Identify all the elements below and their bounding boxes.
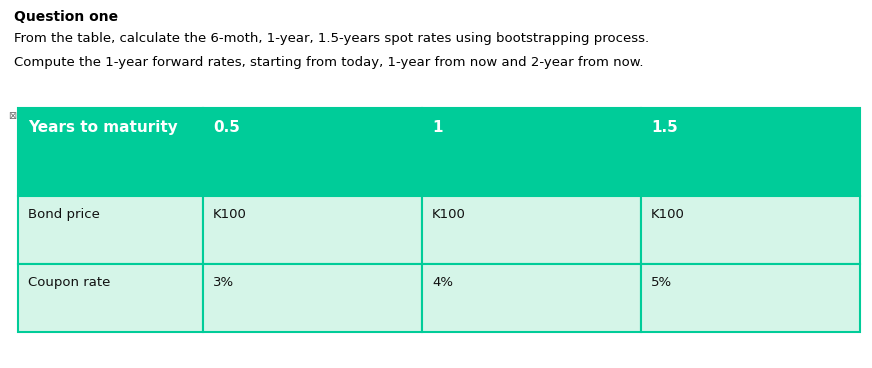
Bar bbox=[18, 196, 203, 264]
Text: Compute the 1-year forward rates, starting from today, 1-year from now and 2-yea: Compute the 1-year forward rates, starti… bbox=[14, 56, 644, 69]
Text: 0.5: 0.5 bbox=[214, 120, 240, 135]
Text: 1.5: 1.5 bbox=[651, 120, 678, 135]
Text: Question one: Question one bbox=[14, 10, 118, 24]
Text: 5%: 5% bbox=[651, 276, 672, 289]
Bar bbox=[422, 264, 641, 332]
Text: Bond price: Bond price bbox=[28, 208, 100, 221]
Bar bbox=[422, 196, 641, 264]
Text: 4%: 4% bbox=[433, 276, 453, 289]
Bar bbox=[641, 108, 860, 196]
Bar bbox=[203, 264, 422, 332]
Text: From the table, calculate the 6-moth, 1-year, 1.5-years spot rates using bootstr: From the table, calculate the 6-moth, 1-… bbox=[14, 32, 649, 45]
Text: 1: 1 bbox=[433, 120, 443, 135]
Text: K100: K100 bbox=[433, 208, 466, 221]
Bar bbox=[641, 264, 860, 332]
Text: Coupon rate: Coupon rate bbox=[28, 276, 111, 289]
Bar bbox=[641, 196, 860, 264]
Text: K100: K100 bbox=[214, 208, 247, 221]
Bar bbox=[18, 264, 203, 332]
Text: Years to maturity: Years to maturity bbox=[28, 120, 178, 135]
Bar bbox=[203, 108, 422, 196]
Text: K100: K100 bbox=[651, 208, 685, 221]
Bar bbox=[203, 196, 422, 264]
Bar bbox=[422, 108, 641, 196]
Text: ⊠: ⊠ bbox=[8, 111, 16, 121]
Bar bbox=[18, 108, 203, 196]
Text: 3%: 3% bbox=[214, 276, 235, 289]
